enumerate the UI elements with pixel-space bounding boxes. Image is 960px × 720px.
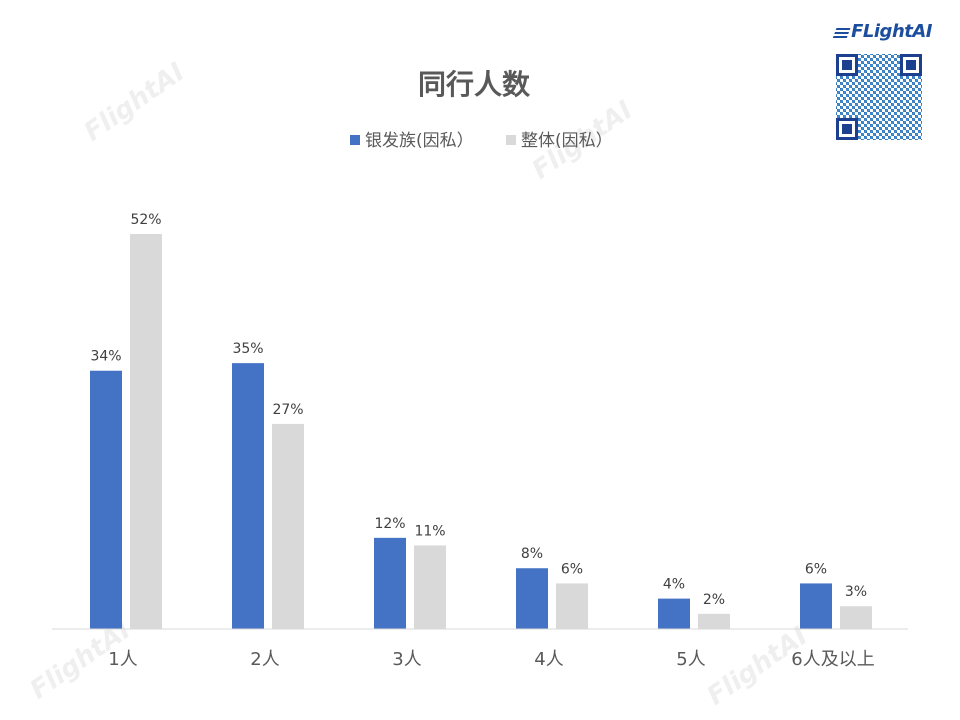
bar-overall-4 (698, 613, 730, 629)
bars (90, 234, 872, 629)
data-label-overall-1: 27% (272, 402, 303, 418)
x-tick-label-5: 6人及以上 (791, 649, 874, 670)
logo-stripes-icon (832, 26, 852, 38)
qr-finder-bottom-left (836, 118, 858, 140)
legend: 银发族(因私） 整体(因私） (350, 131, 613, 151)
bar-overall-5 (840, 606, 872, 629)
qr-finder-top-right (900, 54, 922, 76)
x-tick-label-3: 4人 (534, 649, 563, 670)
legend-swatch-overall (506, 135, 516, 145)
bar-silver-4 (658, 598, 690, 629)
plot-area: 34% 52% 35% 27% 12% 11% 8% 6% 4% 2% 6% 3% 1人 2人 3人 4人 5… (52, 212, 908, 670)
bar-overall-1 (272, 423, 304, 629)
x-tick-label-1: 2人 (250, 649, 279, 670)
legend-label-silver: 银发族(因私） (365, 131, 474, 151)
x-axis-tick-labels: 1人 2人 3人 4人 5人 6人及以上 (108, 649, 874, 670)
x-tick-label-2: 3人 (392, 649, 421, 670)
data-label-overall-2: 11% (414, 523, 445, 539)
qr-finder-top-left (836, 54, 858, 76)
bar-silver-2 (374, 537, 406, 629)
data-label-silver-0: 34% (90, 349, 121, 365)
flightai-logo: FLightAI (828, 20, 932, 44)
logo-text: FLightAI (851, 21, 932, 42)
x-tick-label-4: 5人 (676, 649, 705, 670)
x-tick-label-0: 1人 (108, 649, 137, 670)
data-label-overall-4: 2% (703, 592, 725, 608)
qr-code-icon (834, 52, 924, 142)
data-label-silver-4: 4% (663, 577, 685, 593)
data-label-overall-5: 3% (845, 584, 867, 600)
chart-title: 同行人数 (418, 68, 531, 101)
data-label-silver-5: 6% (805, 561, 827, 577)
data-label-silver-1: 35% (232, 341, 263, 357)
data-label-silver-2: 12% (374, 516, 405, 532)
data-label-silver-3: 8% (521, 546, 543, 562)
watermark-top-left: FlightAI (79, 57, 191, 148)
bar-silver-0 (90, 370, 122, 629)
legend-label-overall: 整体(因私） (521, 131, 613, 151)
bar-silver-5 (800, 583, 832, 629)
data-label-overall-0: 52% (130, 212, 161, 228)
bar-overall-2 (414, 545, 446, 629)
brand-block: FLightAI (828, 20, 932, 142)
data-label-overall-3: 6% (561, 561, 583, 577)
bar-overall-0 (130, 234, 162, 629)
legend-swatch-silver (350, 135, 360, 145)
bar-silver-1 (232, 363, 264, 629)
data-labels: 34% 52% 35% 27% 12% 11% 8% 6% 4% 2% 6% 3% (90, 212, 867, 608)
bar-overall-3 (556, 583, 588, 629)
bar-silver-3 (516, 568, 548, 629)
